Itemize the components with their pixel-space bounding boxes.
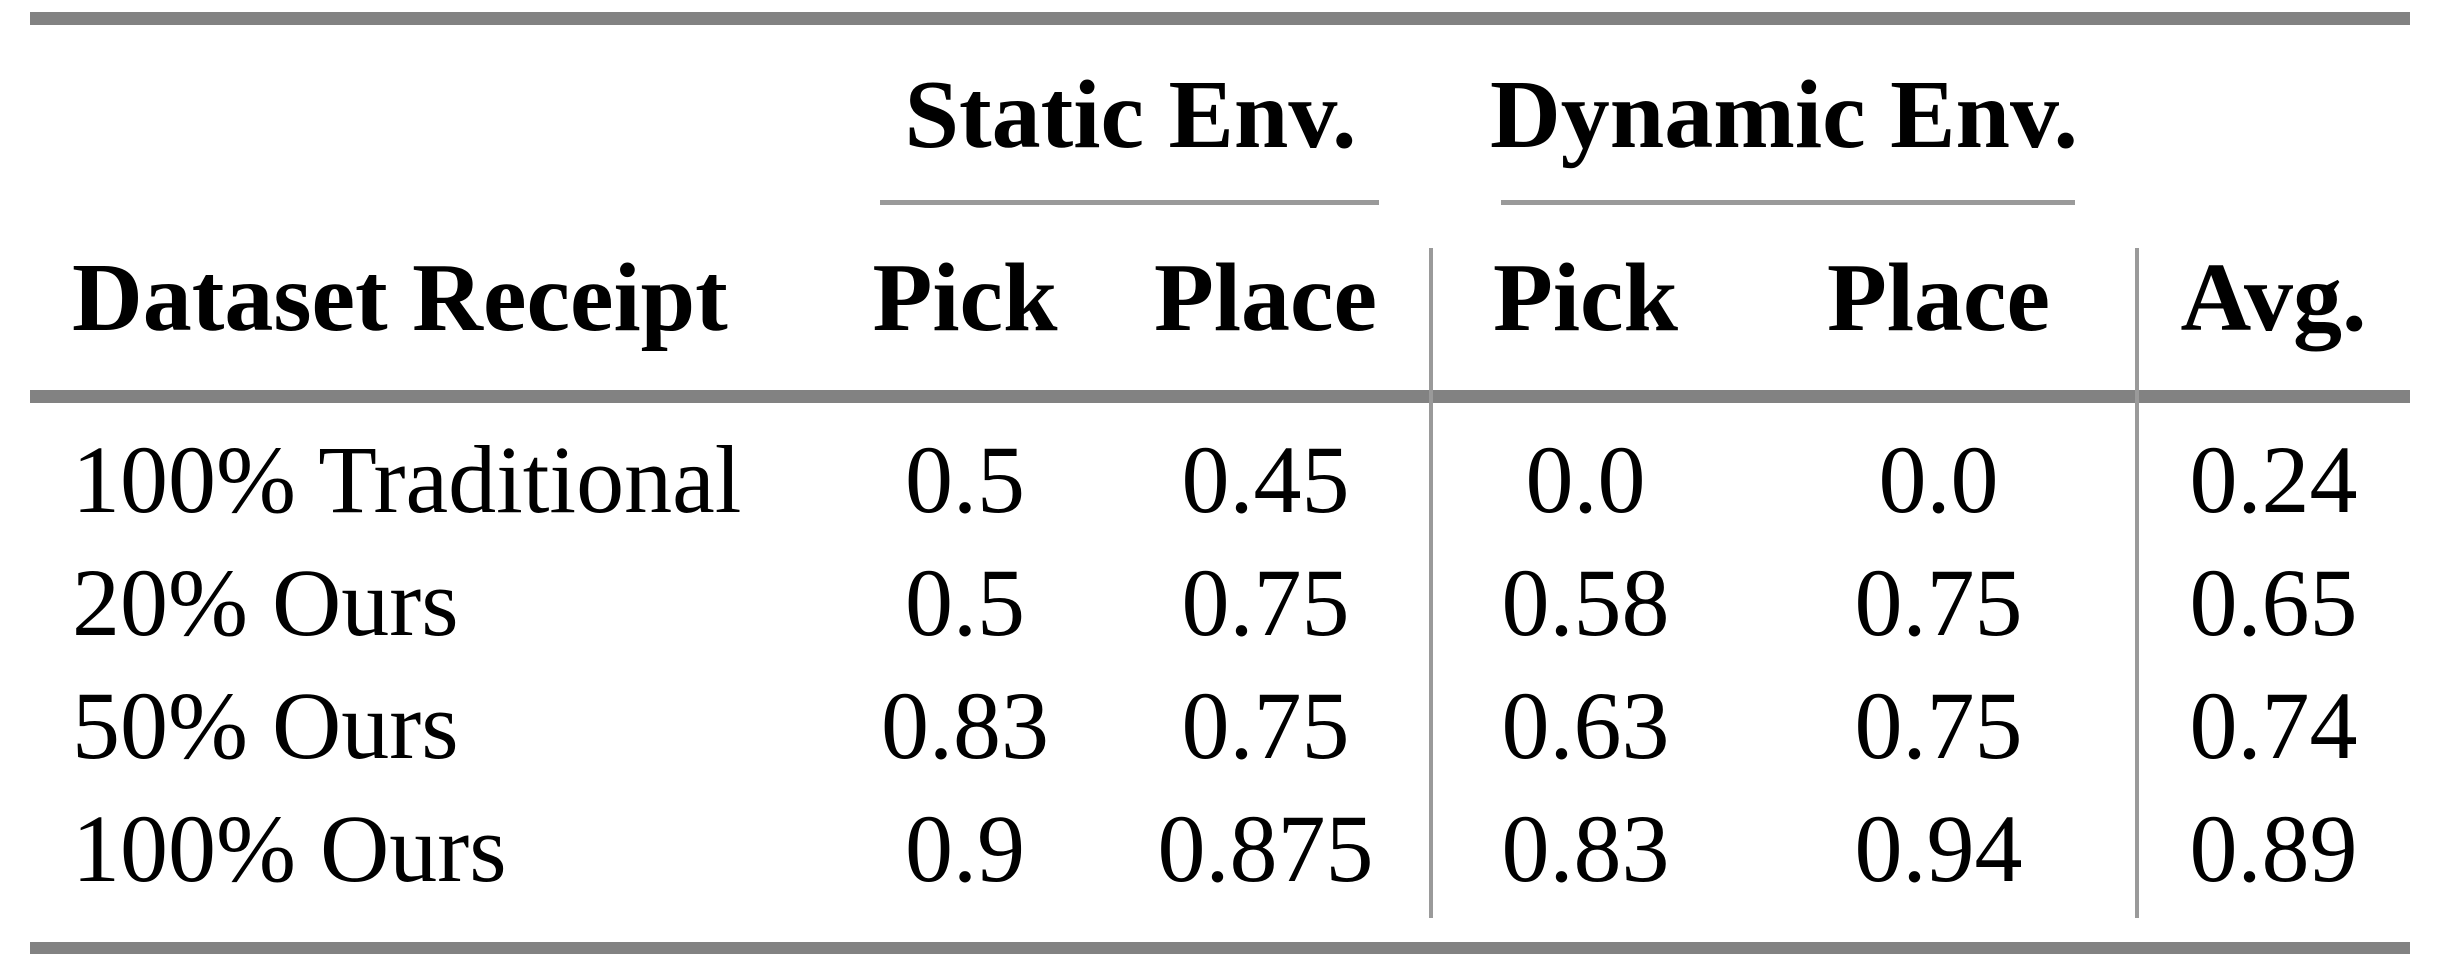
- dynamic-cmidrule: [1501, 200, 2076, 205]
- table-row: 20% Ours 0.5 0.75 0.58 0.75 0.65: [30, 541, 2410, 664]
- cell-static-place: 0.75: [1181, 549, 1350, 656]
- row-label: 100% Ours: [72, 795, 507, 902]
- cell-avg: 0.65: [2189, 549, 2358, 656]
- table-top-rule: [30, 12, 2410, 25]
- separator-dynamic-avg: [2135, 248, 2139, 918]
- row-label: 100% Traditional: [72, 426, 742, 533]
- table-row: 100% Traditional 0.5 0.45 0.0 0.0 0.24: [30, 397, 2410, 542]
- group-header-avg-spacer: [2137, 25, 2410, 205]
- column-header-dynamic-pick: Pick: [1431, 205, 1740, 403]
- cell-dynamic-place: 0.75: [1854, 549, 2023, 656]
- cell-static-place: 0.45: [1181, 426, 1350, 533]
- column-header-static-place: Place: [1100, 205, 1431, 403]
- group-header-static-cell: Static Env.: [830, 25, 1431, 205]
- group-header-dynamic-cell: Dynamic Env.: [1431, 25, 2137, 205]
- row-label: 20% Ours: [72, 549, 459, 656]
- cell-static-pick: 0.83: [881, 672, 1049, 779]
- cell-dynamic-pick: 0.83: [1501, 795, 1670, 902]
- table-row: 100% Ours 0.9 0.875 0.83 0.94 0.89: [30, 787, 2410, 942]
- column-header-dataset-receipt: Dataset Receipt: [30, 205, 830, 403]
- cell-static-pick: 0.5: [905, 549, 1025, 656]
- cell-static-pick: 0.9: [905, 795, 1025, 902]
- cell-avg: 0.89: [2189, 795, 2358, 902]
- results-table: Static Env. Dynamic Env. Dataset Receipt…: [30, 25, 2411, 942]
- group-header-row: Static Env. Dynamic Env.: [30, 25, 2410, 205]
- row-label: 50% Ours: [72, 672, 459, 779]
- cell-static-place: 0.75: [1181, 672, 1350, 779]
- cell-dynamic-place: 0.0: [1878, 426, 1999, 533]
- column-header-static-pick: Pick: [830, 205, 1100, 403]
- cell-dynamic-pick: 0.63: [1501, 672, 1670, 779]
- column-header-avg: Avg.: [2137, 205, 2411, 403]
- separator-static-dynamic: [1429, 248, 1433, 918]
- cell-static-pick: 0.5: [905, 426, 1025, 533]
- group-header-dynamic-label: Dynamic Env.: [1489, 61, 2079, 169]
- group-header-spacer: [30, 25, 830, 205]
- table-bottom-rule: [30, 942, 2410, 954]
- static-cmidrule: [880, 200, 1379, 205]
- table-row: 50% Ours 0.83 0.75 0.63 0.75 0.74: [30, 664, 2410, 787]
- cell-avg: 0.24: [2189, 426, 2358, 533]
- cell-dynamic-pick: 0.58: [1501, 549, 1670, 656]
- column-header-dynamic-place: Place: [1740, 205, 2138, 403]
- column-header-row: Dataset Receipt Pick Place Pick Place Av…: [30, 205, 2411, 403]
- cell-dynamic-place: 0.75: [1854, 672, 2023, 779]
- cell-dynamic-pick: 0.0: [1525, 426, 1646, 533]
- cell-avg: 0.74: [2189, 672, 2358, 779]
- group-header-static-label: Static Env.: [904, 61, 1357, 169]
- cell-dynamic-place: 0.94: [1854, 795, 2023, 902]
- cell-static-place: 0.875: [1157, 795, 1374, 902]
